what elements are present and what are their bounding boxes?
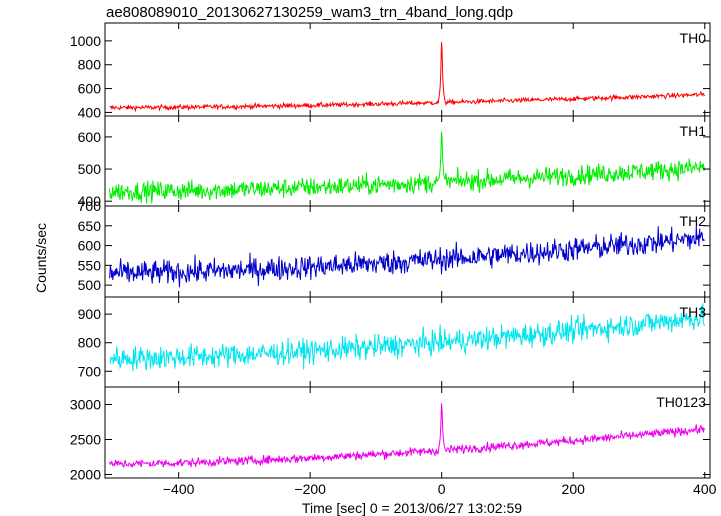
- y-tick-label: 800: [78, 57, 102, 73]
- x-tick-label: 0: [438, 481, 446, 497]
- y-tick-label: 700: [78, 198, 102, 214]
- chart-title: ae808089010_20130627130259_wam3_trn_4ban…: [106, 4, 513, 21]
- x-axis: −400 −200 0 200 400: [163, 481, 717, 497]
- y-tick-label: 2000: [70, 467, 101, 483]
- y-tick-label: 900: [78, 306, 102, 322]
- panel-label: TH3: [680, 304, 707, 320]
- series-line-th0123: [109, 403, 705, 468]
- y-tick-label: 3000: [70, 397, 101, 413]
- panel-th1: 400 500 600 TH1: [78, 115, 711, 209]
- panel-th2: 500 550 600 650 700 TH2: [78, 198, 711, 298]
- series-line-th1: [109, 131, 706, 204]
- y-tick-label: 1000: [70, 33, 101, 49]
- y-tick-label: 800: [78, 335, 102, 351]
- panel-label: TH2: [680, 213, 707, 229]
- series-line-th2: [109, 225, 705, 288]
- x-tick-label: 400: [693, 481, 717, 497]
- panel-th3: 700 800 900 TH3: [78, 296, 711, 388]
- x-tick-label: −400: [163, 481, 195, 497]
- panel-label: TH0: [680, 30, 707, 46]
- y-tick-label: 650: [78, 218, 102, 234]
- y-axis-label: Counts/sec: [33, 223, 49, 293]
- x-tick-label: 200: [562, 481, 586, 497]
- panel-label: TH1: [680, 123, 707, 139]
- y-tick-label: 500: [78, 277, 102, 293]
- x-axis-label: Time [sec] 0 = 2013/06/27 13:02:59: [302, 500, 522, 516]
- panel-th0: 400 600 800 1000 TH0: [70, 22, 711, 120]
- y-tick-label: 600: [78, 129, 102, 145]
- y-tick-label: 400: [78, 193, 102, 209]
- panel-label: TH0123: [656, 394, 706, 410]
- panel-th0123: 2000 2500 3000 TH0123: [70, 386, 711, 483]
- series-line-th3: [109, 303, 706, 372]
- y-tick-label: 600: [78, 81, 102, 97]
- x-tick-label: −200: [294, 481, 326, 497]
- y-tick-label: 550: [78, 257, 102, 273]
- y-tick-label: 700: [78, 363, 102, 379]
- y-tick-label: 600: [78, 238, 102, 254]
- panels-group: 400 600 800 1000 TH0 400 500 600 TH1 500 550 600 650…: [70, 22, 711, 483]
- series-line-th0: [109, 41, 706, 113]
- panel-frame: [104, 386, 711, 479]
- y-tick-label: 400: [78, 104, 102, 120]
- y-tick-label: 2500: [70, 432, 101, 448]
- y-tick-label: 500: [78, 161, 102, 177]
